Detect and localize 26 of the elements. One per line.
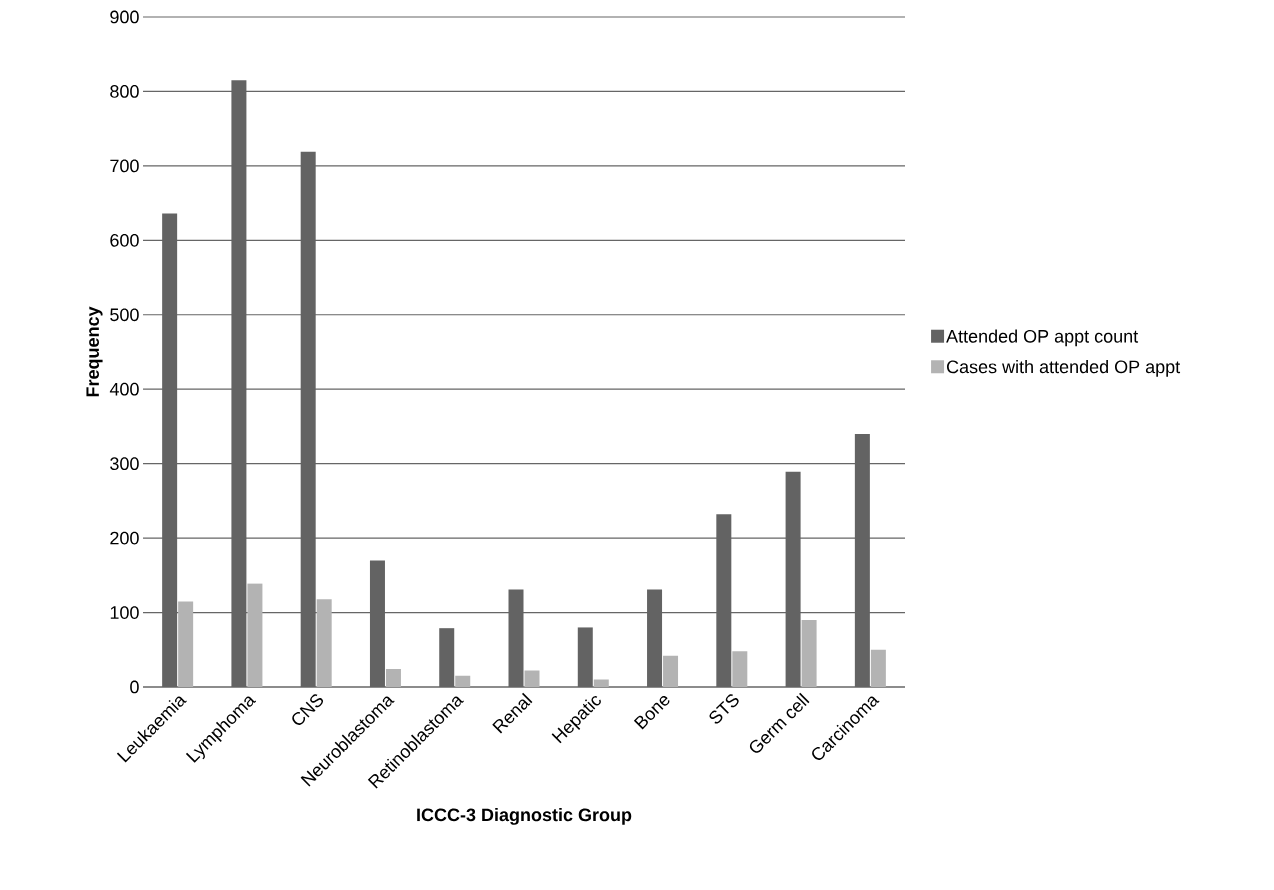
x-axis-title: ICCC-3 Diagnostic Group — [417, 808, 632, 825]
y-tick-label: 0 — [130, 680, 139, 694]
y-tick-label: 500 — [110, 308, 139, 322]
legend-label: Attended OP appt count — [946, 329, 1139, 347]
bar — [178, 601, 194, 687]
bar — [455, 675, 471, 687]
bar — [732, 651, 748, 687]
y-tick-label: 100 — [110, 606, 139, 619]
y-tick-label: 900 — [110, 10, 139, 24]
y-tick-label: 600 — [110, 233, 139, 247]
legend-label: Cases with attended OP appt — [946, 359, 1181, 377]
bar — [247, 583, 263, 687]
y-tick-label: 700 — [110, 159, 139, 173]
bar — [316, 599, 332, 687]
bar — [385, 669, 401, 687]
x-tick-label: STS — [709, 694, 739, 724]
y-tick-label: 800 — [110, 85, 139, 98]
bar — [524, 670, 540, 687]
y-axis-title: Frequency — [86, 306, 103, 397]
bar — [663, 655, 679, 687]
y-tick-label: 200 — [110, 531, 139, 545]
bar — [801, 619, 817, 687]
y-tick-label: 400 — [109, 382, 139, 396]
y-tick-label: 300 — [110, 457, 139, 471]
bar — [593, 679, 609, 687]
bar — [870, 649, 886, 687]
